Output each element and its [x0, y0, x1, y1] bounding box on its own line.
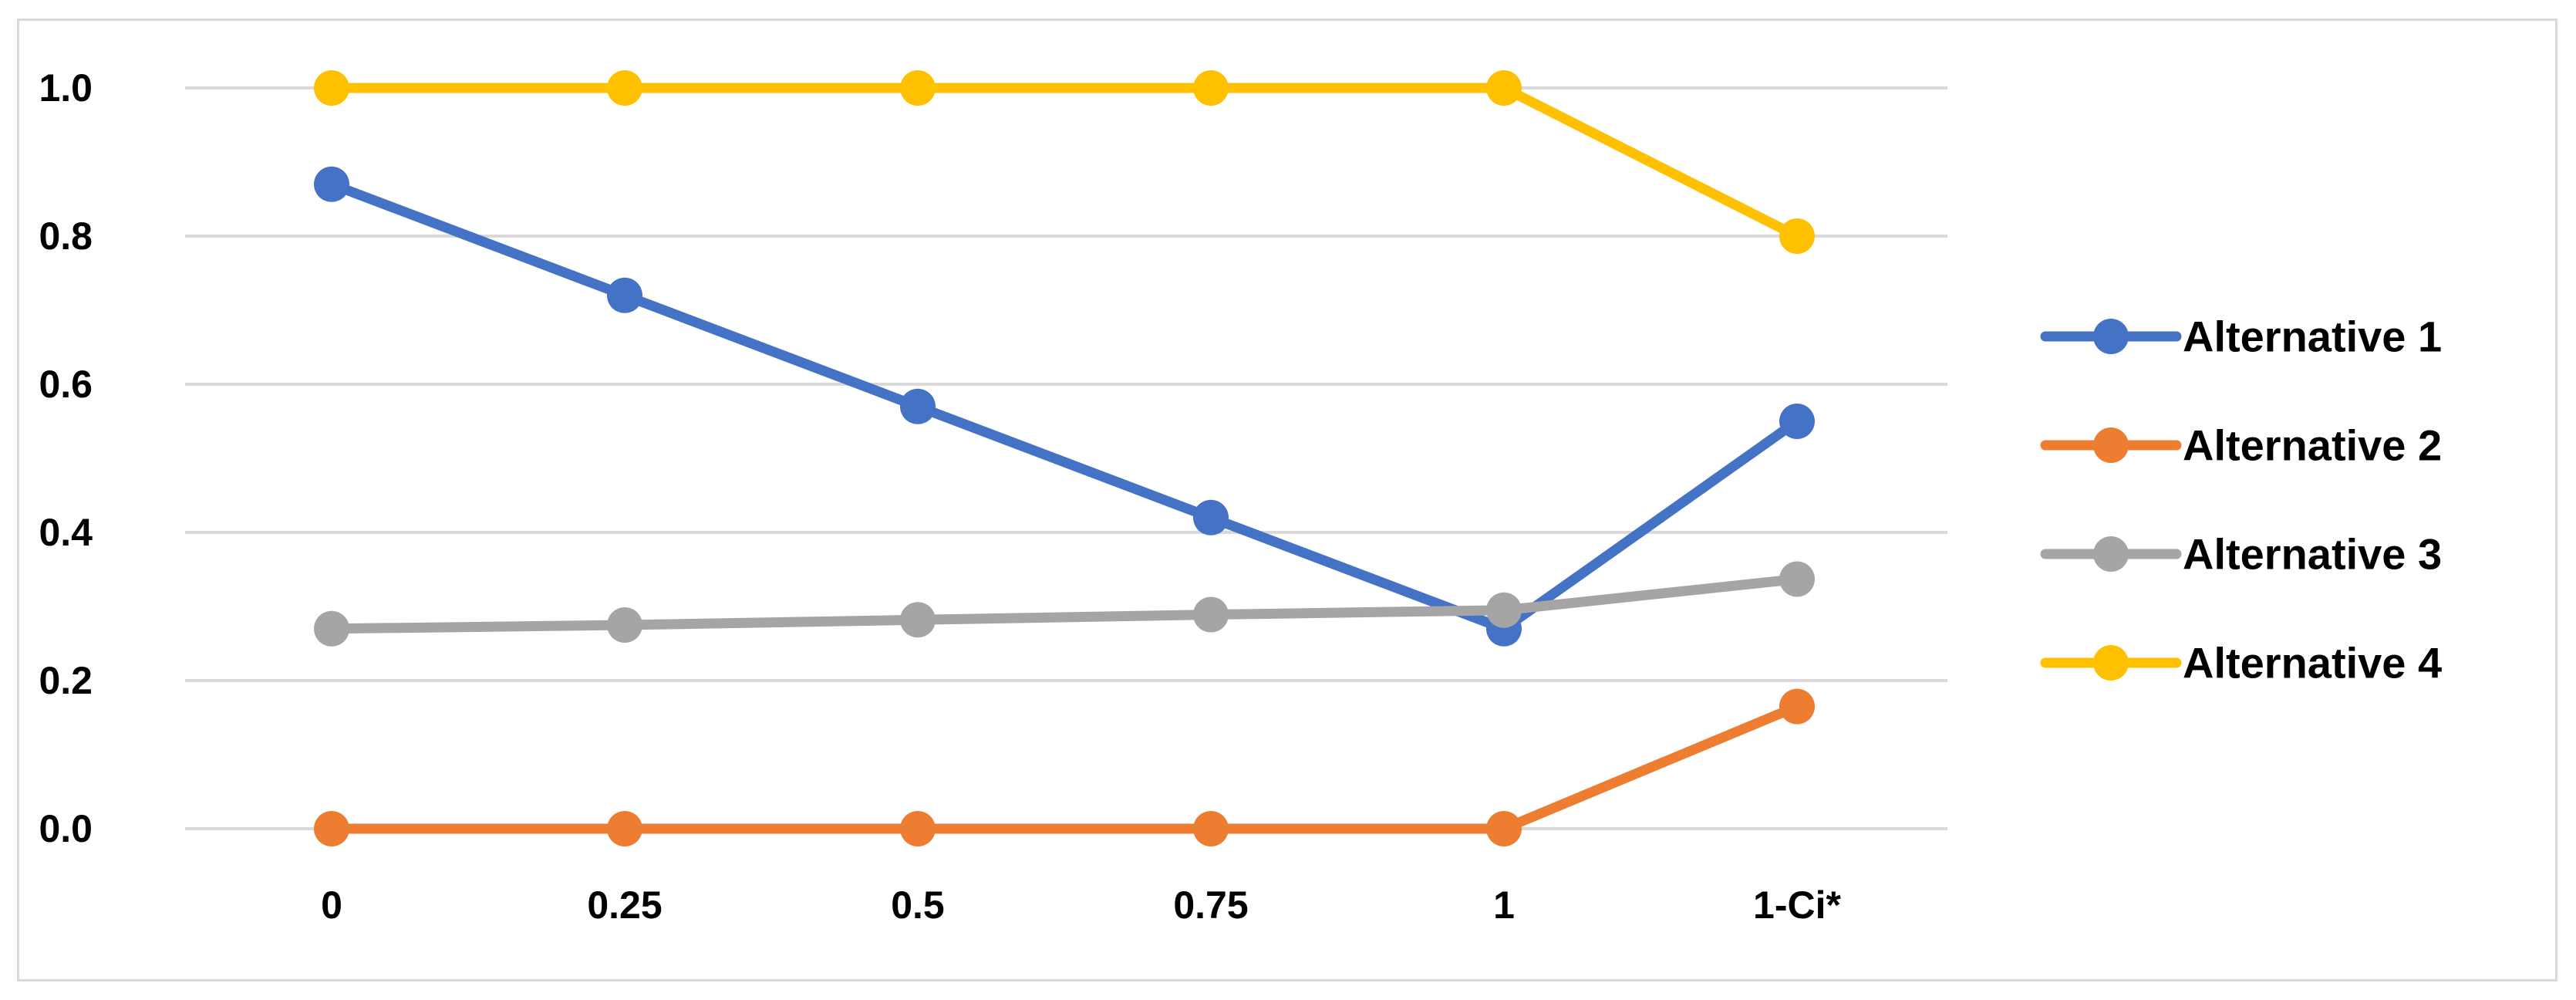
series-lines	[314, 70, 1815, 846]
chart-frame	[17, 19, 2557, 981]
y-tick-label: 0.2	[39, 659, 93, 702]
data-point	[900, 602, 936, 638]
data-point	[607, 607, 642, 643]
x-tick-label: 0.5	[891, 883, 945, 927]
data-point	[1193, 70, 1229, 106]
series-3	[314, 561, 1815, 647]
data-point	[900, 811, 936, 846]
data-point	[1193, 499, 1229, 535]
series-line	[326, 179, 1802, 634]
data-point	[1779, 561, 1815, 597]
data-point	[314, 610, 349, 647]
legend-label: Alternative 2	[2183, 421, 2442, 470]
legend-item: Alternative 1	[2040, 312, 2442, 361]
y-tick-label: 0.0	[39, 807, 93, 850]
y-tick-label: 0.8	[39, 215, 93, 258]
y-tick-label: 1.0	[39, 66, 93, 110]
series-line	[326, 83, 1802, 242]
x-tick-label: 1-Ci*	[1753, 883, 1841, 927]
series-2	[314, 688, 1815, 846]
x-tick-label: 0.25	[587, 883, 662, 927]
data-point	[314, 70, 349, 106]
data-point	[1779, 218, 1815, 254]
y-axis-ticks: 0.0 0.2 0.4 0.6 0.8 1.0	[39, 66, 93, 850]
data-point	[1486, 70, 1522, 106]
y-tick-label: 0.4	[39, 511, 93, 554]
data-point	[1779, 404, 1815, 439]
legend-swatch-marker	[2093, 319, 2129, 354]
data-point	[607, 277, 642, 313]
data-point	[314, 811, 349, 846]
data-point	[1193, 811, 1229, 846]
legend-swatch-marker	[2093, 536, 2129, 572]
legend-label: Alternative 1	[2183, 312, 2442, 361]
series-line	[326, 573, 1802, 634]
data-point	[900, 388, 936, 424]
legend-label: Alternative 3	[2183, 530, 2442, 579]
data-point	[1486, 811, 1522, 846]
data-point	[1779, 688, 1815, 725]
x-tick-label: 0	[321, 883, 342, 927]
legend-item: Alternative 3	[2040, 530, 2442, 579]
legend-swatch-marker	[2093, 645, 2129, 681]
y-tick-label: 0.6	[39, 363, 93, 406]
x-axis-ticks: 0 0.25 0.5 0.75 1 1-Ci*	[321, 883, 1841, 927]
data-point	[1193, 596, 1229, 633]
data-point	[607, 811, 642, 846]
x-tick-label: 0.75	[1173, 883, 1248, 927]
series-4	[314, 70, 1815, 254]
data-point	[900, 70, 936, 106]
data-point	[607, 70, 642, 106]
data-point	[314, 166, 349, 202]
legend-label: Alternative 4	[2183, 639, 2442, 688]
legend-item: Alternative 4	[2040, 639, 2442, 688]
data-point	[1486, 592, 1522, 628]
legend: Alternative 1 Alternative 2 Alternative 3 A…	[2040, 312, 2442, 688]
legend-swatch-marker	[2093, 427, 2129, 463]
x-tick-label: 1	[1493, 883, 1515, 927]
legend-item: Alternative 2	[2040, 421, 2442, 470]
series-line	[326, 701, 1802, 834]
series-1	[314, 166, 1815, 647]
